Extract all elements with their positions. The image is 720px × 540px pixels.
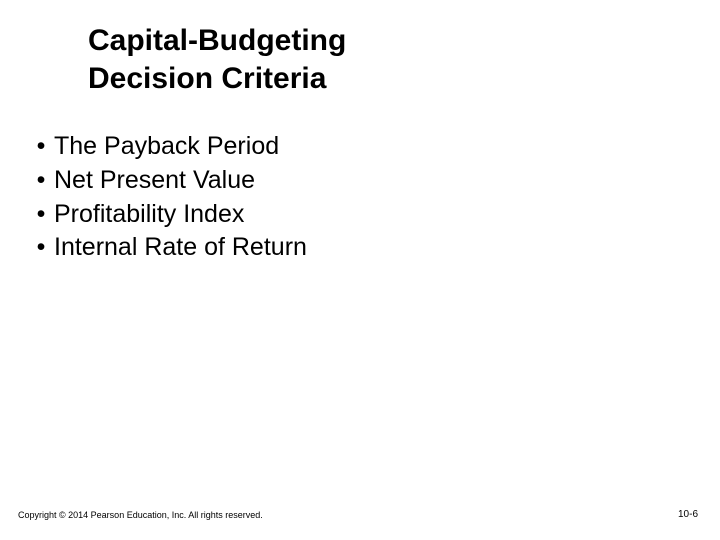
copyright-text: Copyright © 2014 Pearson Education, Inc.… xyxy=(18,510,263,520)
bullet-icon: • xyxy=(30,198,52,232)
bullet-list: • The Payback Period • Net Present Value… xyxy=(30,130,307,265)
bullet-text: Net Present Value xyxy=(54,164,255,198)
bullet-text: Profitability Index xyxy=(54,198,244,232)
list-item: • Net Present Value xyxy=(30,164,307,198)
bullet-icon: • xyxy=(30,164,52,198)
slide: Capital-Budgeting Decision Criteria • Th… xyxy=(0,0,720,540)
bullet-text: The Payback Period xyxy=(54,130,279,164)
list-item: • Profitability Index xyxy=(30,198,307,232)
bullet-icon: • xyxy=(30,130,52,164)
list-item: • The Payback Period xyxy=(30,130,307,164)
title-line-1: Capital-Budgeting xyxy=(88,22,346,60)
bullet-icon: • xyxy=(30,231,52,265)
title-line-2: Decision Criteria xyxy=(88,60,346,98)
slide-title: Capital-Budgeting Decision Criteria xyxy=(88,22,346,97)
bullet-text: Internal Rate of Return xyxy=(54,231,307,265)
list-item: • Internal Rate of Return xyxy=(30,231,307,265)
page-number: 10-6 xyxy=(678,509,698,520)
